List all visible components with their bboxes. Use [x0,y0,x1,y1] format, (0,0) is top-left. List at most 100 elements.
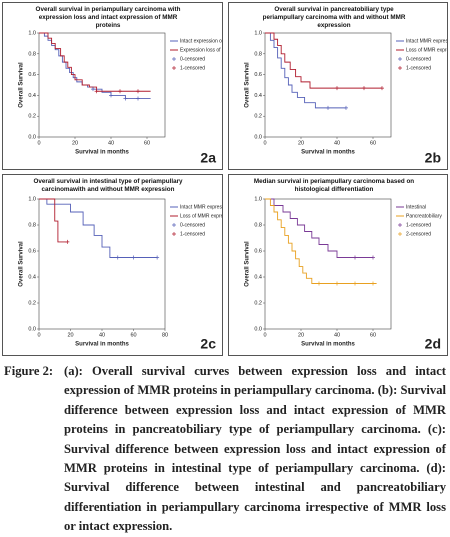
survival-curve [265,198,373,258]
plot-frame [38,198,166,330]
x-axis-label: Survival in months [75,150,129,156]
censor-mark [136,89,140,94]
chart-panel: Median survival in periampullary carcino… [228,174,448,356]
y-axis-label: Overall Survival [19,241,25,287]
x-tick-label: 40 [334,332,340,338]
survival-curve [265,32,346,109]
legend-label: 1-censored [406,222,431,228]
legend-label: 0-censored [180,222,205,228]
x-tick-label: 20 [298,332,304,338]
y-tick-label: 0.4 [254,93,262,99]
legend-swatch [172,57,176,61]
chart-title: Overall survival in intestinal type of p… [33,178,183,193]
censor-mark [91,87,95,92]
censor-mark [371,255,375,260]
x-tick-label: 0 [37,140,40,146]
chart-title: Median survival in periampullary carcino… [253,178,415,193]
legend-label: 2-censored [406,231,431,237]
censor-mark [94,89,99,94]
y-tick-label: 0.0 [28,326,36,332]
legend-swatch [398,66,402,70]
y-tick-label: 0.8 [28,51,36,57]
y-tick-label: 0.4 [28,93,36,99]
y-tick-label: 0.8 [254,51,262,57]
survival-curve [39,32,151,99]
x-tick-label: 40 [334,140,340,146]
censor-mark [123,96,128,101]
censor-mark [380,86,384,91]
legend-label: Loss of MMR expression [180,213,222,219]
caption-text: (a): Overall survival curves between exp… [64,364,446,534]
y-tick-label: 0.0 [254,134,262,140]
censor-mark [335,86,339,91]
survival-curve [265,198,377,284]
x-axis-label: Survival in months [75,342,129,348]
y-axis-label: Overall Survival [245,241,251,287]
y-tick-label: 0.2 [254,300,262,306]
x-tick-label: 80 [162,332,168,338]
legend-label: Intact MMR expression [406,38,447,44]
caption-label: Figure 2: [4,364,54,378]
legend-label: Loss of MMR expression [406,47,447,53]
y-tick-label: 0.8 [28,222,36,228]
panel-label: 2c [200,336,216,352]
legend-label: Intact MMR expression [180,204,222,210]
censor-mark [115,255,120,260]
legend-swatch [172,66,176,70]
y-axis-label: Overall Survival [245,62,251,108]
survival-curve [39,198,68,243]
chart: 0.0 0.2 0.4 0.6 0.8 1.0 0 20 40 60 80 Survival in m… [19,196,222,352]
y-tick-label: 0.8 [254,222,262,228]
legend-label: Intestinal [406,204,426,210]
y-tick-label: 1.0 [28,196,36,202]
censor-mark [155,255,160,260]
censor-mark [326,105,330,110]
y-tick-label: 0.0 [254,326,262,332]
plot-frame [264,198,392,330]
survival-curve [39,198,158,258]
x-tick-label: 20 [298,140,304,146]
censor-mark [371,281,375,286]
censor-mark [136,96,140,101]
legend-swatch [172,223,176,227]
censor-mark [65,239,70,244]
legend-label: 1-censored [180,231,205,237]
y-tick-label: 1.0 [254,30,262,36]
chart-title: Overall survival in periampullary carcin… [35,6,181,29]
y-tick-label: 0.6 [28,72,36,78]
legend-label: Expression loss of MMR proteins [180,47,222,53]
censor-mark [118,89,122,94]
legend-label: 1-censored [180,65,205,71]
plot-frame [264,32,392,138]
legend-swatch [398,57,402,61]
chart-panel: Overall survival in intestinal type of p… [2,174,223,356]
y-tick-label: 1.0 [254,196,262,202]
y-tick-label: 0.6 [254,248,262,254]
survival-curve [39,32,151,92]
legend-label: Intact expression of MMR proteins [180,38,222,44]
chart: 0.0 0.2 0.4 0.6 0.8 1.0 0 20 40 60 Survival in mon… [19,30,222,165]
censor-mark [362,86,366,91]
legend-label: 1-censored [406,65,431,71]
x-tick-label: 0 [263,332,266,338]
y-tick-label: 0.2 [254,114,262,120]
y-tick-label: 0.4 [254,274,262,280]
chart-panel: Overall survival in periampullary carcin… [2,2,223,170]
legend-label: 0-censored [406,56,431,62]
x-tick-label: 60 [370,332,376,338]
legend-swatch [398,223,402,227]
chart-panel: Overall survival in pancreatobiliary typ… [228,2,448,170]
legend-label: Pancreatobiliary [406,213,442,219]
panel-label: 2d [425,336,441,352]
y-tick-label: 0.2 [28,300,36,306]
panel-label: 2b [425,150,441,166]
chart: 0.0 0.2 0.4 0.6 0.8 1.0 0 20 40 60 Survival in mon… [245,196,443,352]
y-axis-label: Overall Survival [19,62,25,108]
y-tick-label: 0.2 [28,114,36,120]
censor-mark [109,93,113,98]
y-tick-label: 0.0 [28,134,36,140]
y-tick-label: 1.0 [28,30,36,36]
x-tick-label: 40 [108,140,114,146]
x-tick-label: 60 [370,140,376,146]
